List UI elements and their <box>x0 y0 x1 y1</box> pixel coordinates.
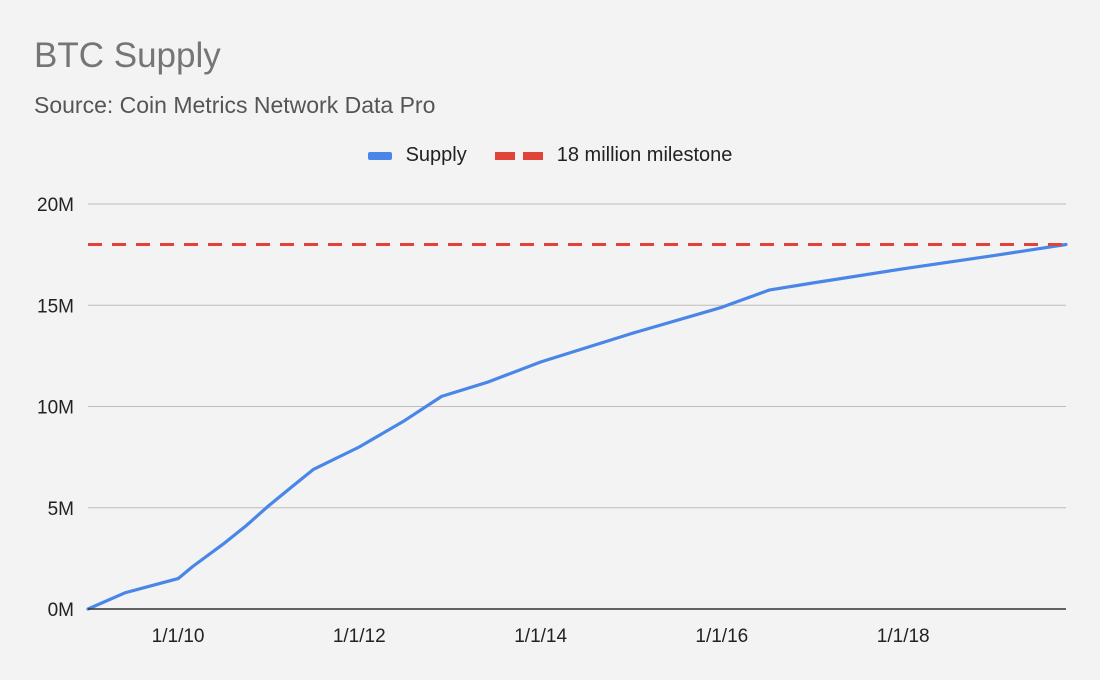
legend-label-supply: Supply <box>405 144 467 166</box>
y-tick-label: 15M <box>37 296 74 317</box>
x-tick-label: 1/1/18 <box>877 626 930 647</box>
legend-swatch-supply <box>367 151 392 160</box>
legend-label-milestone: 18 million milestone <box>556 144 733 166</box>
legend-item-supply[interactable]: Supply <box>367 144 467 167</box>
x-tick-label: 1/1/10 <box>152 626 205 647</box>
chart-title: BTC Supply <box>34 36 221 75</box>
chart-legend: Supply 18 million milestone <box>0 144 1100 167</box>
x-tick-label: 1/1/12 <box>333 626 386 647</box>
x-tick-label: 1/1/16 <box>695 626 748 647</box>
legend-item-milestone[interactable]: 18 million milestone <box>494 144 733 167</box>
chart-subtitle: Source: Coin Metrics Network Data Pro <box>34 92 436 118</box>
y-tick-label: 20M <box>37 195 74 216</box>
y-tick-label: 0M <box>48 600 74 621</box>
legend-swatch-milestone <box>494 151 543 160</box>
y-tick-label: 10M <box>37 398 74 419</box>
series-line-supply <box>86 242 1068 611</box>
x-tick-label: 1/1/14 <box>514 626 567 647</box>
y-tick-label: 5M <box>48 499 74 520</box>
